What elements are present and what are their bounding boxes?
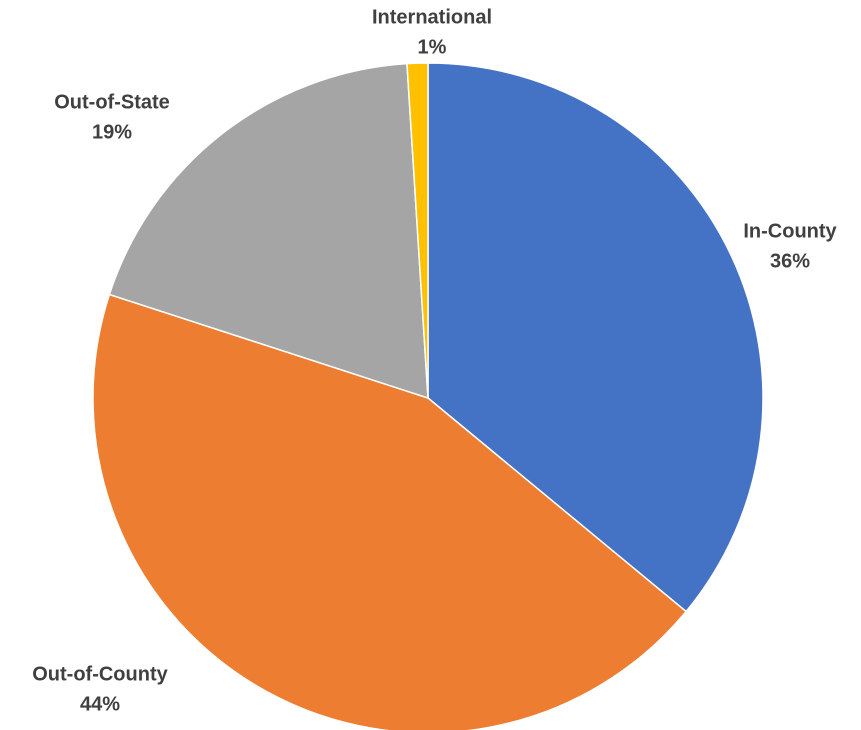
slice-value-label: 44% [80,693,120,715]
pie-slice [92,293,688,730]
slice-category-label: Out-of-County [32,663,168,685]
slice-category-label: Out-of-State [54,91,170,113]
slice-category-label: In-County [743,220,837,242]
slice-value-label: 19% [92,121,132,143]
slice-category-label: International [372,6,492,28]
slice-value-label: 36% [770,250,810,272]
pie-slice [108,62,429,400]
pie-slice [427,62,764,613]
pie-slice [406,62,429,399]
slice-value-label: 1% [418,36,447,58]
